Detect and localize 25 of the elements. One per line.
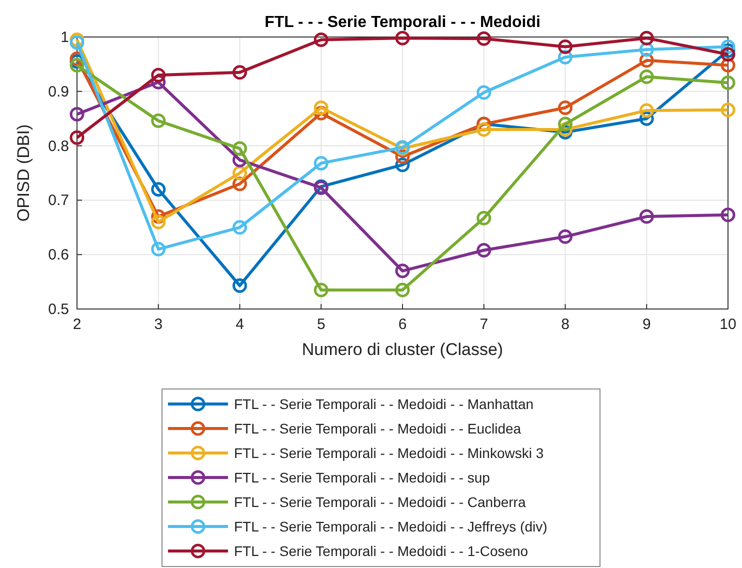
y-tick-label: 0.8 bbox=[48, 138, 69, 155]
x-tick-label: 9 bbox=[642, 316, 651, 333]
x-tick-label: 3 bbox=[154, 316, 163, 333]
chart-title: FTL - - - Serie Temporali - - - Medoidi bbox=[264, 14, 540, 31]
legend-label: FTL - - Serie Temporali - - Medoidi - - Euclidea bbox=[234, 420, 522, 436]
y-tick-label: 1 bbox=[60, 29, 69, 46]
y-tick-label: 0.6 bbox=[48, 246, 69, 264]
y-tick-label: 0.5 bbox=[48, 301, 69, 318]
x-tick-label: 6 bbox=[398, 316, 407, 333]
x-tick-label: 5 bbox=[316, 316, 326, 333]
x-tick-label: 8 bbox=[561, 316, 570, 333]
x-tick-label: 4 bbox=[236, 316, 244, 333]
legend-label: FTL - - Serie Temporali - - Medoidi - - sup bbox=[234, 470, 490, 486]
legend-label: FTL - - Serie Temporali - - Medoidi - - 1-Coseno bbox=[234, 543, 528, 559]
y-tick-label: 0.9 bbox=[48, 83, 69, 100]
legend-label: FTL - - Serie Temporali - - Medoidi - - Manhattan bbox=[234, 396, 534, 412]
x-tick-label: 7 bbox=[480, 316, 488, 333]
x-axis-title: Numero di cluster (Classe) bbox=[302, 340, 504, 359]
legend-label: FTL - - Serie Temporali - - Medoidi - - Minkowski 3 bbox=[234, 445, 544, 461]
legend-label: FTL - - Serie Temporali - - Medoidi - - Canberra bbox=[234, 494, 526, 510]
y-tick-label: 0.7 bbox=[48, 192, 69, 210]
x-tick-label: 2 bbox=[72, 316, 82, 333]
legend-label: FTL - - Serie Temporali - - Medoidi - - Jeffreys (div) bbox=[234, 518, 548, 534]
y-axis-title: OPISD (DBI) bbox=[14, 124, 33, 222]
x-tick-label: 10 bbox=[720, 316, 736, 333]
